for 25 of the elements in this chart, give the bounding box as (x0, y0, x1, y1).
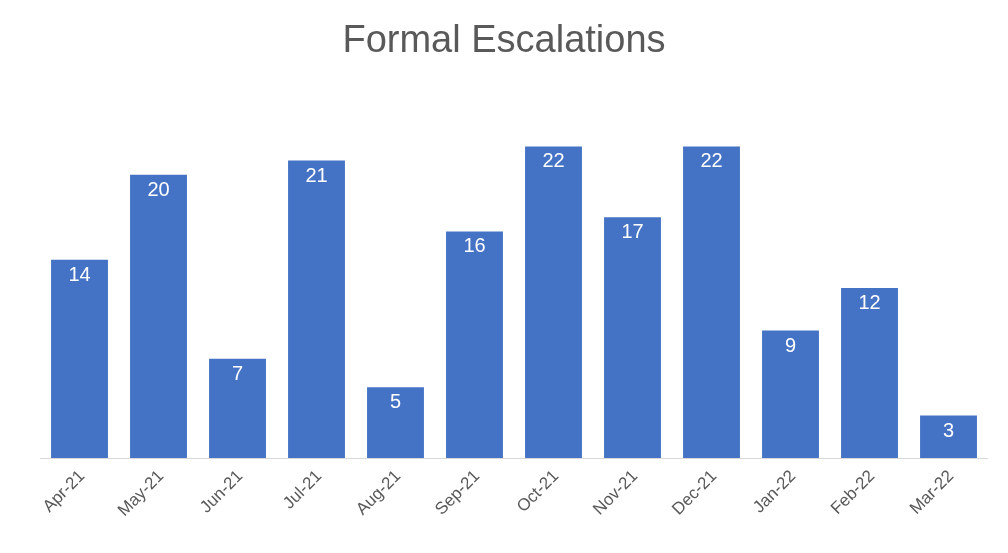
chart-title: Formal Escalations (342, 18, 666, 61)
data-label: 21 (305, 163, 328, 186)
data-label: 22 (700, 149, 723, 172)
bar (51, 259, 108, 458)
data-label: 22 (542, 149, 565, 172)
data-label: 16 (463, 234, 486, 257)
bar (288, 160, 345, 458)
data-label: 17 (621, 220, 644, 243)
data-label: 12 (858, 291, 881, 314)
bar (130, 174, 187, 458)
data-label: 5 (389, 390, 402, 413)
bar (367, 387, 424, 458)
bar (525, 146, 582, 458)
bar (209, 358, 266, 458)
bar (762, 330, 819, 458)
bar (446, 231, 503, 458)
data-label: 20 (147, 177, 170, 200)
data-label: 3 (942, 418, 955, 441)
data-label: 14 (68, 262, 91, 285)
bar (604, 217, 661, 458)
data-label: 7 (231, 361, 244, 384)
data-label: 9 (784, 333, 797, 356)
bar (683, 146, 740, 458)
bar (841, 288, 898, 458)
bar (920, 415, 977, 458)
